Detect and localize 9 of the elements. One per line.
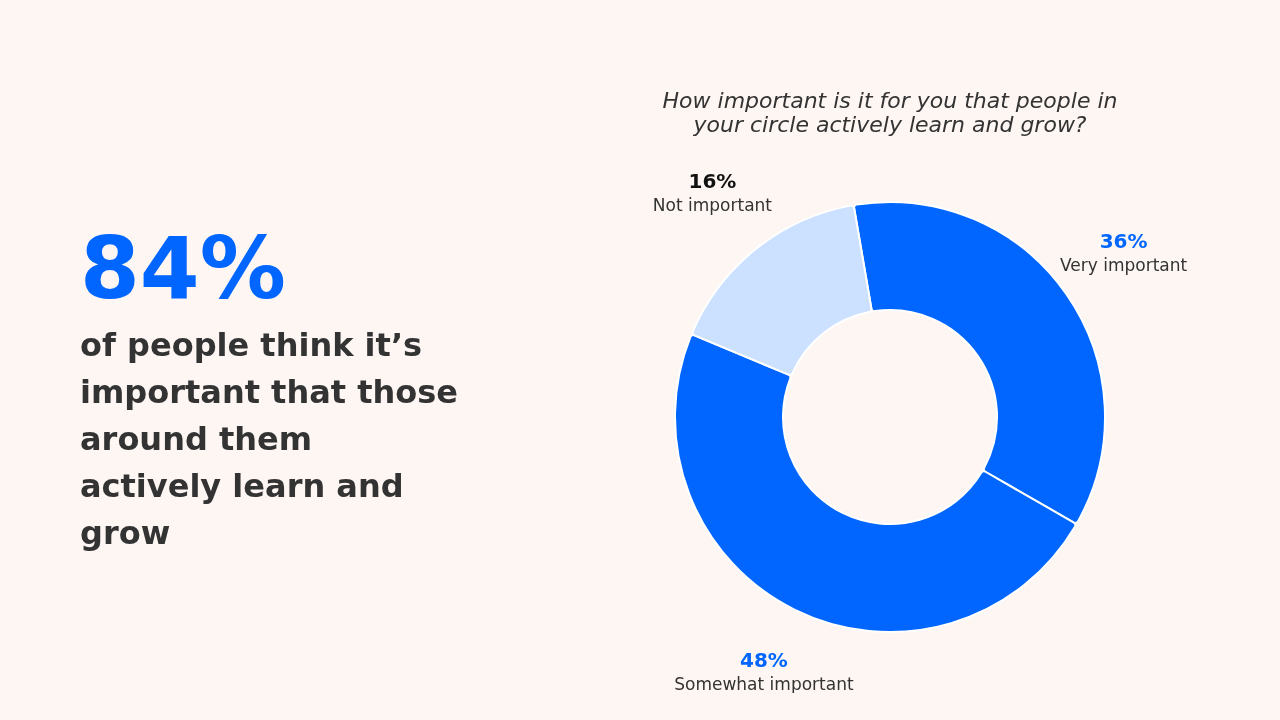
- slice-label: Somewhat important: [674, 673, 854, 694]
- slice-label: Very important: [1060, 254, 1188, 275]
- data-label: 36%: [1099, 228, 1148, 253]
- data-label: 48%: [739, 647, 788, 672]
- text: of people think it’s important that those around them actively learn and grow: [80, 325, 459, 554]
- text: 84%: [80, 218, 286, 318]
- chart-title: How important is it for you that people in your circle actively learn and grow?: [662, 88, 1118, 137]
- slice-label: Not important: [652, 195, 773, 216]
- data-label: 16%: [688, 169, 737, 194]
